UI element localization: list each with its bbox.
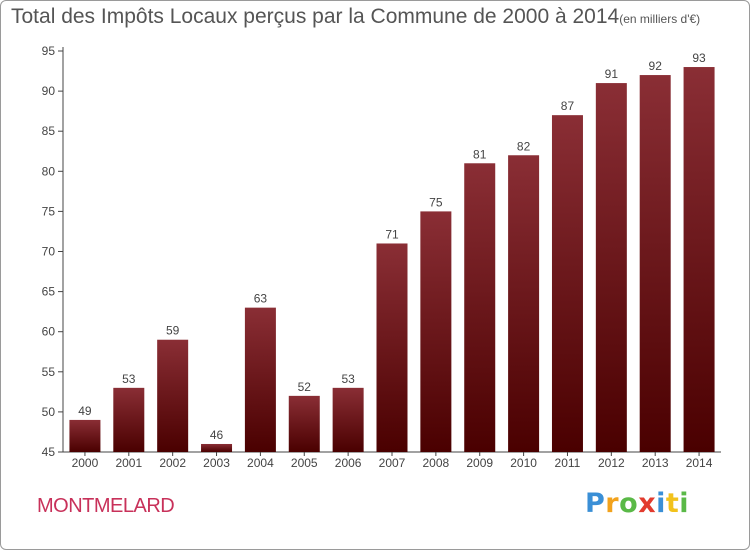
y-tick-label: 70 bbox=[42, 245, 56, 259]
bar-2004 bbox=[244, 307, 276, 452]
x-tick-label-2007: 2007 bbox=[379, 456, 406, 470]
x-tick-label-2013: 2013 bbox=[642, 456, 669, 470]
logo-letter: x bbox=[638, 488, 657, 519]
data-label-2002: 59 bbox=[166, 324, 180, 338]
chart-unit: (en milliers d'€) bbox=[619, 12, 701, 26]
x-tick-label-2003: 2003 bbox=[203, 456, 230, 470]
chart-title: Total des Impôts Locaux perçus par la Co… bbox=[11, 5, 700, 29]
data-labels: 49 53 59 46 63 52 53 71 75 81 82 87 91 92 93 bbox=[78, 51, 706, 442]
logo-letter: o bbox=[619, 488, 639, 519]
bar-2006 bbox=[332, 387, 364, 452]
bar-2007 bbox=[376, 243, 408, 452]
data-label-2012: 91 bbox=[605, 67, 619, 81]
y-tick-label: 45 bbox=[42, 445, 56, 459]
bar-2008 bbox=[420, 211, 452, 452]
bar-2012 bbox=[595, 83, 627, 452]
x-axis: 2000 2001 2002 2003 2004 2005 2006 2007 2008 2009… bbox=[63, 451, 721, 470]
data-label-2009: 81 bbox=[473, 147, 487, 161]
bar-2001 bbox=[113, 387, 145, 452]
logo-letter: t bbox=[665, 488, 680, 519]
x-tick-label-2006: 2006 bbox=[335, 456, 362, 470]
bar-2010 bbox=[508, 155, 540, 452]
x-tick-label-2009: 2009 bbox=[466, 456, 493, 470]
logo-letter: r bbox=[605, 488, 620, 519]
x-tick-label-2012: 2012 bbox=[598, 456, 625, 470]
bar-2014 bbox=[683, 67, 715, 452]
y-tick-label: 85 bbox=[42, 124, 56, 138]
x-tick-label-2001: 2001 bbox=[115, 456, 142, 470]
bar-2002 bbox=[157, 339, 189, 452]
bar-series bbox=[69, 67, 715, 452]
brand-logo: Proxiti bbox=[585, 488, 689, 519]
data-label-2004: 63 bbox=[254, 292, 268, 306]
bar-2005 bbox=[288, 395, 320, 452]
data-label-2003: 46 bbox=[210, 428, 224, 442]
y-tick-label: 75 bbox=[42, 204, 56, 218]
bar-2013 bbox=[639, 75, 671, 452]
x-tick-label-2011: 2011 bbox=[555, 456, 581, 470]
x-tick-label-2000: 2000 bbox=[72, 456, 99, 470]
commune-name: MONTMELARD bbox=[37, 495, 175, 517]
data-label-2006: 53 bbox=[341, 372, 355, 386]
chart-title-text: Total des Impôts Locaux perçus par la Co… bbox=[11, 5, 620, 28]
data-label-2007: 71 bbox=[385, 227, 399, 241]
x-tick-label-2004: 2004 bbox=[247, 456, 274, 470]
data-label-2000: 49 bbox=[78, 404, 92, 418]
data-label-2008: 75 bbox=[429, 195, 443, 209]
x-tick-label-2008: 2008 bbox=[423, 456, 450, 470]
bar-2000 bbox=[69, 419, 101, 452]
data-label-2011: 87 bbox=[561, 99, 575, 113]
y-tick-label: 90 bbox=[42, 84, 56, 98]
logo-letter: P bbox=[585, 488, 606, 519]
data-label-2001: 53 bbox=[122, 372, 136, 386]
data-label-2014: 93 bbox=[692, 51, 706, 65]
y-tick-label: 60 bbox=[42, 325, 56, 339]
bar-2003 bbox=[201, 443, 233, 452]
data-label-2010: 82 bbox=[517, 139, 531, 153]
y-tick-label: 65 bbox=[42, 285, 56, 299]
x-tick-label-2002: 2002 bbox=[159, 456, 186, 470]
x-tick-label-2005: 2005 bbox=[291, 456, 318, 470]
data-label-2005: 52 bbox=[298, 380, 312, 394]
data-label-2013: 92 bbox=[649, 59, 663, 73]
logo-letter: i bbox=[679, 488, 690, 519]
x-tick-label-2010: 2010 bbox=[510, 456, 537, 470]
bar-2009 bbox=[464, 163, 496, 452]
y-tick-label: 50 bbox=[42, 405, 56, 419]
logo-letter: i bbox=[656, 488, 666, 519]
x-tick-label-2014: 2014 bbox=[686, 456, 713, 470]
y-tick-label: 55 bbox=[42, 365, 56, 379]
y-axis: 45 50 55 60 65 70 75 80 85 90 95 bbox=[42, 44, 64, 459]
bar-2011 bbox=[551, 115, 583, 452]
y-tick-label: 80 bbox=[42, 164, 56, 178]
y-tick-label: 95 bbox=[42, 44, 56, 58]
